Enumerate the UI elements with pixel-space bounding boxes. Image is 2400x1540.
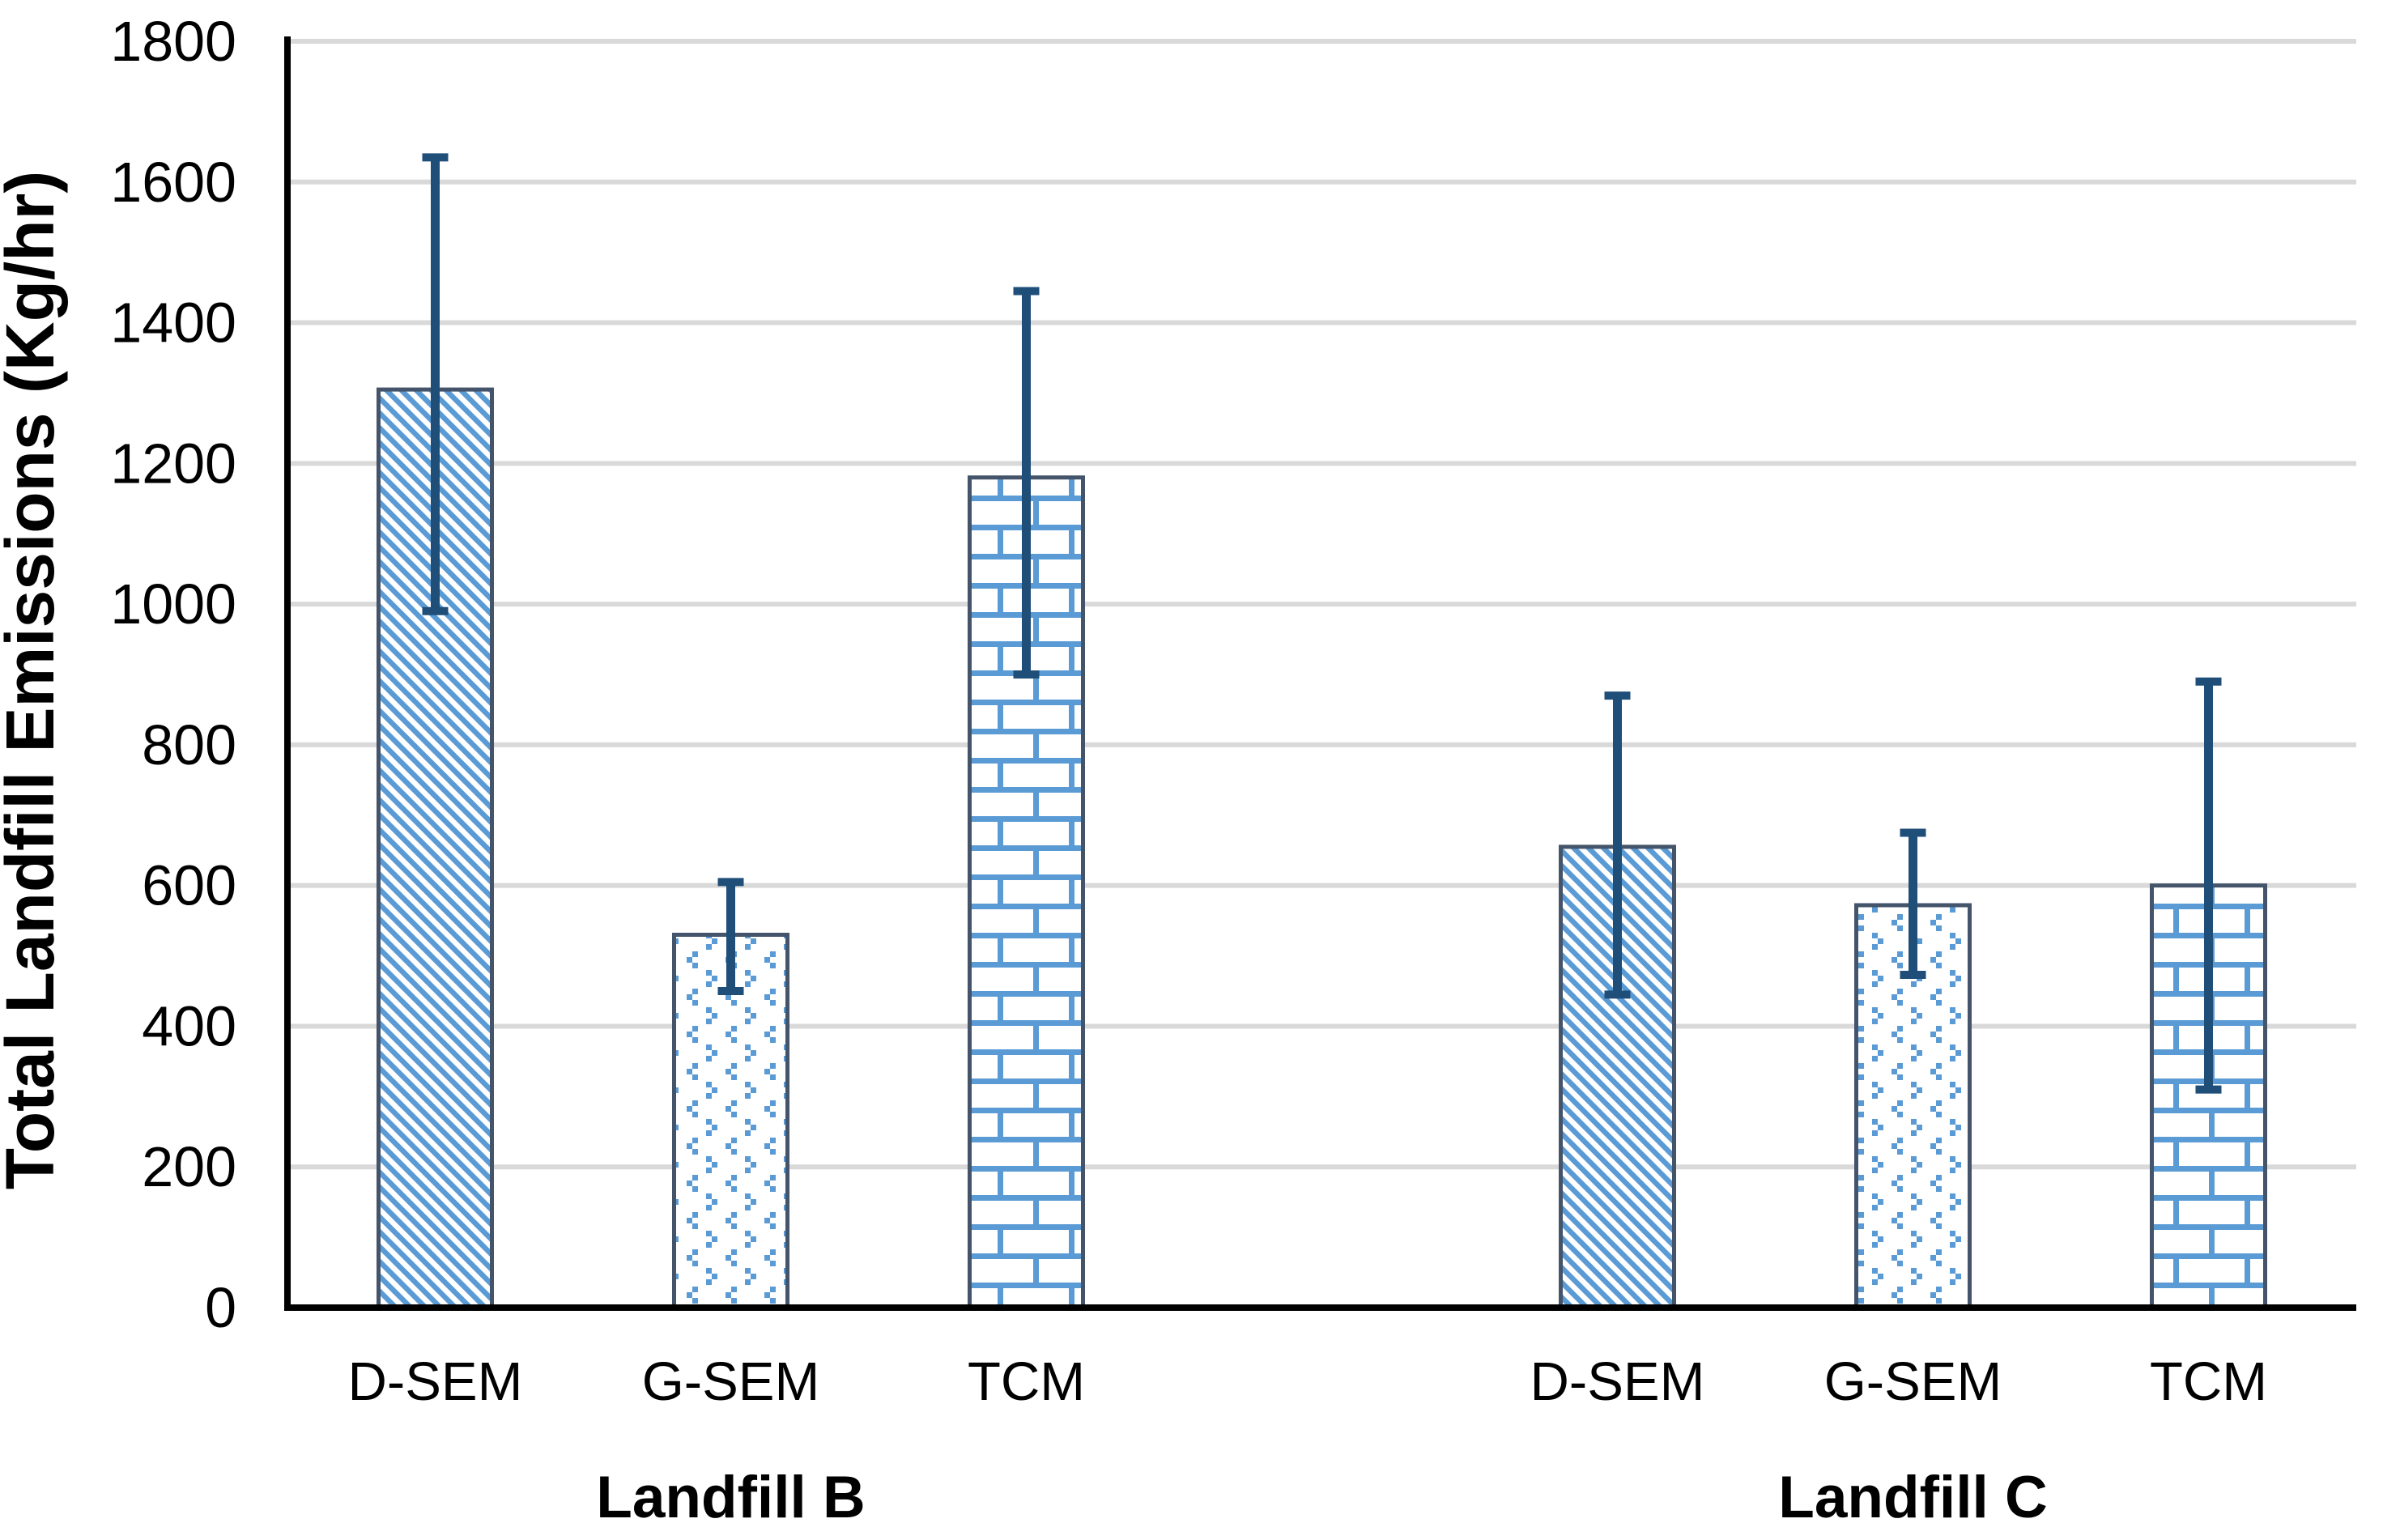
y-tick-label-600: 600 [142,854,236,917]
category-label-landfill-c-tcm: TCM [2150,1351,2267,1412]
error-bar-landfill-c-tcm [2195,677,2222,1094]
y-tick-label-1200: 1200 [110,432,236,495]
category-labels: D-SEM G-SEM TCM D-SEM G-SEM TCM [348,1351,2268,1412]
bars [377,387,2267,1310]
error-bar-landfill-c-g-sem [1900,828,1926,980]
category-label-landfill-b-tcm: TCM [968,1351,1085,1412]
group-label-landfill-b: Landfill B [596,1465,866,1530]
y-tick-label-200: 200 [142,1135,236,1198]
y-tick-label-800: 800 [142,713,236,776]
category-label-landfill-c-d-sem: D-SEM [1530,1351,1705,1412]
y-tick-label-1600: 1600 [110,151,236,214]
category-label-landfill-b-d-sem: D-SEM [348,1351,523,1412]
error-bar-landfill-c-d-sem [1604,691,1631,999]
error-bar-landfill-b-d-sem [422,153,449,615]
error-bar-landfill-b-g-sem [717,878,744,995]
y-tick-label-1000: 1000 [110,572,236,636]
gridlines [287,39,2356,1170]
y-tick-label-1400: 1400 [110,291,236,355]
y-tick-label-1800: 1800 [110,10,236,73]
y-tick-labels: 0 200 400 600 800 1000 1200 1400 1600 1800 [110,10,236,1339]
group-label-landfill-c: Landfill C [1778,1465,2048,1530]
error-bar-landfill-b-tcm [1013,287,1040,679]
y-axis-title: Total Landfill Emissions (Kg/hr) [0,171,68,1189]
category-label-landfill-b-g-sem: G-SEM [642,1351,820,1412]
error-bars [422,153,2222,1094]
y-tick-label-0: 0 [205,1276,236,1339]
group-labels: Landfill B Landfill C [596,1465,2048,1530]
y-tick-label-400: 400 [142,994,236,1057]
category-label-landfill-c-g-sem: G-SEM [1824,1351,2002,1412]
